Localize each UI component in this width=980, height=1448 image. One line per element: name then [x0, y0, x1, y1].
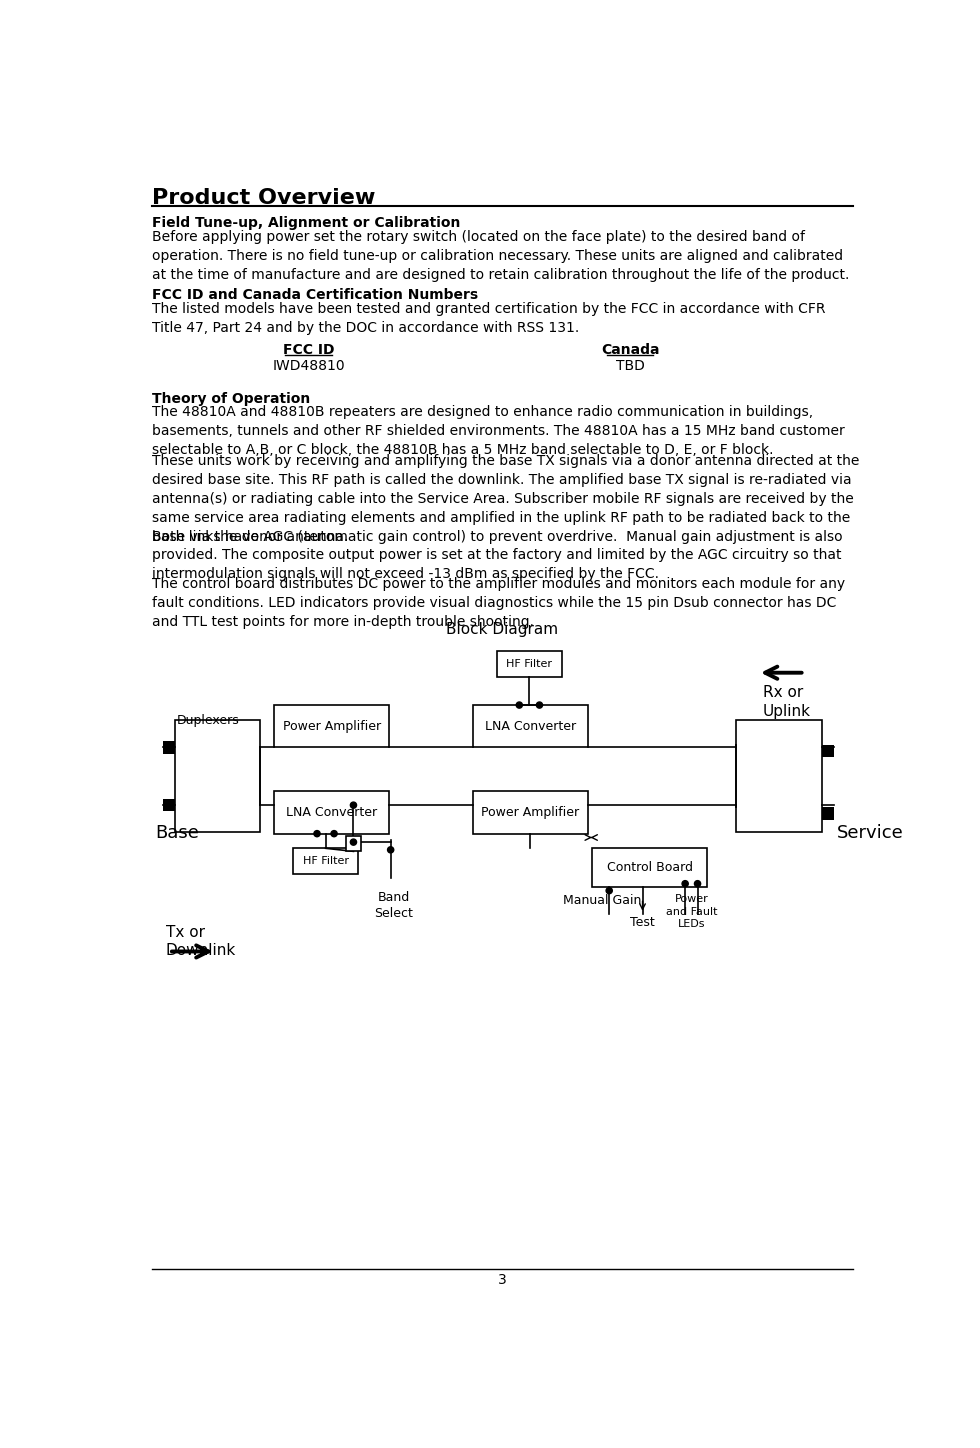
Bar — [274, 791, 389, 834]
Text: Product Overview: Product Overview — [152, 188, 375, 207]
Text: Control Board: Control Board — [607, 862, 693, 875]
Circle shape — [682, 880, 688, 886]
Bar — [821, 808, 834, 820]
Text: These units work by receiving and amplifying the base TX signals via a donor ant: These units work by receiving and amplif… — [152, 455, 859, 544]
Bar — [346, 835, 362, 851]
Bar — [274, 705, 389, 747]
Text: Block Diagram: Block Diagram — [446, 621, 559, 637]
Text: Power
and Fault
LEDs: Power and Fault LEDs — [665, 895, 717, 930]
Bar — [293, 849, 358, 875]
Circle shape — [351, 838, 357, 846]
Text: The control board distributes DC power to the amplifier modules and monitors eac: The control board distributes DC power t… — [152, 578, 845, 628]
Text: The listed models have been tested and granted certification by the FCC in accor: The listed models have been tested and g… — [152, 301, 825, 334]
Circle shape — [351, 802, 357, 808]
Text: Rx or
Uplink: Rx or Uplink — [762, 685, 810, 718]
Text: Theory of Operation: Theory of Operation — [152, 391, 311, 405]
Text: LNA Converter: LNA Converter — [286, 807, 377, 820]
Text: The 48810A and 48810B repeaters are designed to enhance radio communication in b: The 48810A and 48810B repeaters are desi… — [152, 405, 845, 456]
Bar — [592, 849, 707, 886]
Circle shape — [536, 702, 543, 708]
Bar — [497, 652, 562, 678]
Text: Manual Gain: Manual Gain — [563, 895, 641, 908]
Text: FCC ID: FCC ID — [283, 343, 334, 358]
Bar — [163, 799, 175, 811]
Text: Power Amplifier: Power Amplifier — [282, 720, 381, 733]
Circle shape — [606, 888, 612, 893]
Circle shape — [387, 847, 394, 853]
Text: Duplexers: Duplexers — [176, 714, 239, 727]
Text: Field Tune-up, Alignment or Calibration: Field Tune-up, Alignment or Calibration — [152, 216, 461, 230]
Circle shape — [516, 702, 522, 708]
Bar — [821, 746, 834, 757]
Text: IWD48810: IWD48810 — [272, 359, 345, 372]
Text: Before applying power set the rotary switch (located on the face plate) to the d: Before applying power set the rotary swi… — [152, 230, 850, 282]
Text: HF Filter: HF Filter — [303, 856, 349, 866]
Circle shape — [331, 831, 337, 837]
Bar — [736, 721, 821, 833]
Circle shape — [695, 880, 701, 886]
Text: Service: Service — [837, 824, 904, 841]
Bar — [163, 741, 175, 753]
Text: Tx or
Downlink: Tx or Downlink — [166, 924, 236, 959]
Text: Both links have AGC (automatic gain control) to prevent overdrive.  Manual gain : Both links have AGC (automatic gain cont… — [152, 530, 843, 582]
Text: Band
Select: Band Select — [374, 891, 414, 919]
Bar — [472, 791, 587, 834]
Text: 3: 3 — [498, 1273, 507, 1287]
Text: HF Filter: HF Filter — [507, 659, 553, 669]
Circle shape — [314, 831, 320, 837]
Text: Canada: Canada — [601, 343, 660, 358]
Text: LNA Converter: LNA Converter — [484, 720, 575, 733]
Text: Test: Test — [630, 917, 655, 930]
Text: TBD: TBD — [615, 359, 645, 372]
Bar — [175, 721, 261, 833]
Text: Power Amplifier: Power Amplifier — [481, 807, 579, 820]
Bar — [472, 705, 587, 747]
Text: FCC ID and Canada Certification Numbers: FCC ID and Canada Certification Numbers — [152, 288, 478, 301]
Text: Base: Base — [155, 824, 199, 841]
